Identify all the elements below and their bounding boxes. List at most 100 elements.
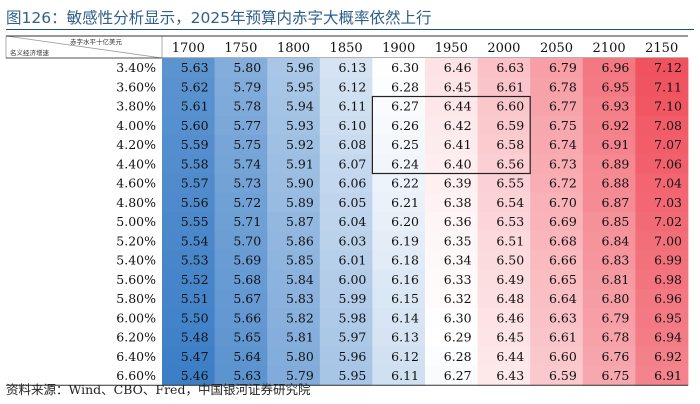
cell-value: 5.79 xyxy=(286,368,314,383)
heatmap-cell xyxy=(372,212,426,232)
heatmap-cell xyxy=(582,192,636,213)
cell-value: 5.63 xyxy=(181,60,209,75)
heatmap-cell xyxy=(582,154,636,174)
cell-value: 6.19 xyxy=(391,233,419,248)
heatmap-cell xyxy=(214,173,268,194)
cell-value: 6.56 xyxy=(496,156,524,171)
heatmap-cell xyxy=(267,115,321,136)
cell-value: 6.30 xyxy=(444,310,472,325)
cell-value: 5.69 xyxy=(233,253,261,268)
row-label: 5.00% xyxy=(116,214,156,229)
cell-value: 6.96 xyxy=(602,60,630,75)
row-label: 3.40% xyxy=(116,60,156,75)
cell-value: 5.96 xyxy=(286,60,314,75)
cell-value: 6.40 xyxy=(444,156,472,171)
heatmap-cell xyxy=(582,58,636,78)
cell-value: 6.10 xyxy=(339,118,367,133)
heatmap-cell xyxy=(425,58,478,78)
cell-value: 5.50 xyxy=(181,310,209,325)
cell-value: 6.76 xyxy=(602,349,630,364)
cell-value: 5.59 xyxy=(181,137,209,152)
cell-value: 5.47 xyxy=(181,349,209,364)
cell-value: 5.57 xyxy=(181,176,209,191)
cell-value: 6.27 xyxy=(391,99,419,114)
cell-value: 6.25 xyxy=(391,137,419,152)
cell-value: 6.11 xyxy=(339,99,367,114)
cell-value: 6.75 xyxy=(602,368,630,383)
heatmap-cell xyxy=(582,308,636,328)
cell-value: 5.94 xyxy=(286,99,314,114)
cell-value: 6.63 xyxy=(496,60,524,75)
heatmap-cell xyxy=(477,289,531,309)
cell-value: 6.46 xyxy=(496,310,524,325)
cell-value: 5.92 xyxy=(286,137,314,152)
heatmap-cell xyxy=(425,173,478,194)
cell-value: 6.96 xyxy=(654,291,682,306)
heatmap-cell xyxy=(214,192,268,213)
cell-value: 5.97 xyxy=(339,330,367,345)
column-header: 1750 xyxy=(224,41,257,56)
heatmap-cell xyxy=(635,135,689,155)
cell-value: 6.72 xyxy=(549,176,577,191)
heatmap-cell xyxy=(635,58,689,78)
heatmap-cell xyxy=(425,366,478,386)
cell-value: 6.81 xyxy=(602,272,630,287)
heatmap-cell xyxy=(530,269,584,290)
heatmap-cell xyxy=(319,269,373,290)
cell-value: 6.12 xyxy=(391,349,419,364)
cell-value: 6.38 xyxy=(444,195,472,210)
cell-value: 5.72 xyxy=(233,195,261,210)
cell-value: 7.12 xyxy=(654,60,682,75)
heatmap-cell xyxy=(530,250,584,271)
heatmap-cell xyxy=(267,77,321,97)
cell-value: 6.16 xyxy=(391,272,419,287)
cell-value: 5.53 xyxy=(181,253,209,268)
cell-value: 5.68 xyxy=(233,272,261,287)
heatmap-cell xyxy=(477,212,531,232)
heatmap-cell xyxy=(319,96,373,117)
cell-value: 6.64 xyxy=(549,291,577,306)
heatmap-cell xyxy=(530,192,584,213)
heatmap-cell xyxy=(530,289,584,309)
heatmap-cell xyxy=(267,173,321,194)
heatmap-cell xyxy=(267,346,321,367)
cell-value: 5.78 xyxy=(233,99,261,114)
heatmap-cell xyxy=(635,154,689,174)
row-label: 4.00% xyxy=(116,118,156,133)
heatmap-cell xyxy=(477,77,531,97)
column-header: 2100 xyxy=(593,41,626,56)
cell-value: 6.28 xyxy=(391,79,419,94)
cell-value: 5.82 xyxy=(286,310,314,325)
cell-value: 5.89 xyxy=(286,195,314,210)
heatmap-cell xyxy=(214,250,268,271)
cell-value: 6.92 xyxy=(654,349,682,364)
cell-value: 5.54 xyxy=(181,233,209,248)
heatmap-cell xyxy=(319,173,373,194)
heatmap-cell xyxy=(319,289,373,309)
cell-value: 6.45 xyxy=(444,79,472,94)
heatmap-cell xyxy=(582,77,636,97)
heatmap-cell xyxy=(477,115,531,136)
cell-value: 6.79 xyxy=(602,310,630,325)
heatmap-cell xyxy=(530,135,584,155)
cell-value: 6.77 xyxy=(549,99,577,114)
heatmap-cell xyxy=(372,192,426,213)
cell-value: 6.00 xyxy=(339,272,367,287)
heatmap-cell xyxy=(214,346,268,367)
cell-value: 6.08 xyxy=(339,137,367,152)
cell-value: 6.03 xyxy=(339,233,367,248)
heatmap-cell xyxy=(372,77,426,97)
heatmap-cell xyxy=(582,346,636,367)
heatmap-cell xyxy=(162,96,215,117)
heatmap-cell xyxy=(477,192,531,213)
heatmap-cell xyxy=(635,308,689,328)
cell-value: 5.56 xyxy=(181,195,209,210)
cell-value: 5.65 xyxy=(233,330,261,345)
cell-value: 5.62 xyxy=(181,79,209,94)
cell-value: 6.63 xyxy=(549,310,577,325)
cell-value: 5.52 xyxy=(181,272,209,287)
cell-value: 6.18 xyxy=(391,253,419,268)
column-header: 1800 xyxy=(277,41,310,56)
cell-value: 6.68 xyxy=(549,233,577,248)
cell-value: 5.75 xyxy=(233,137,261,152)
